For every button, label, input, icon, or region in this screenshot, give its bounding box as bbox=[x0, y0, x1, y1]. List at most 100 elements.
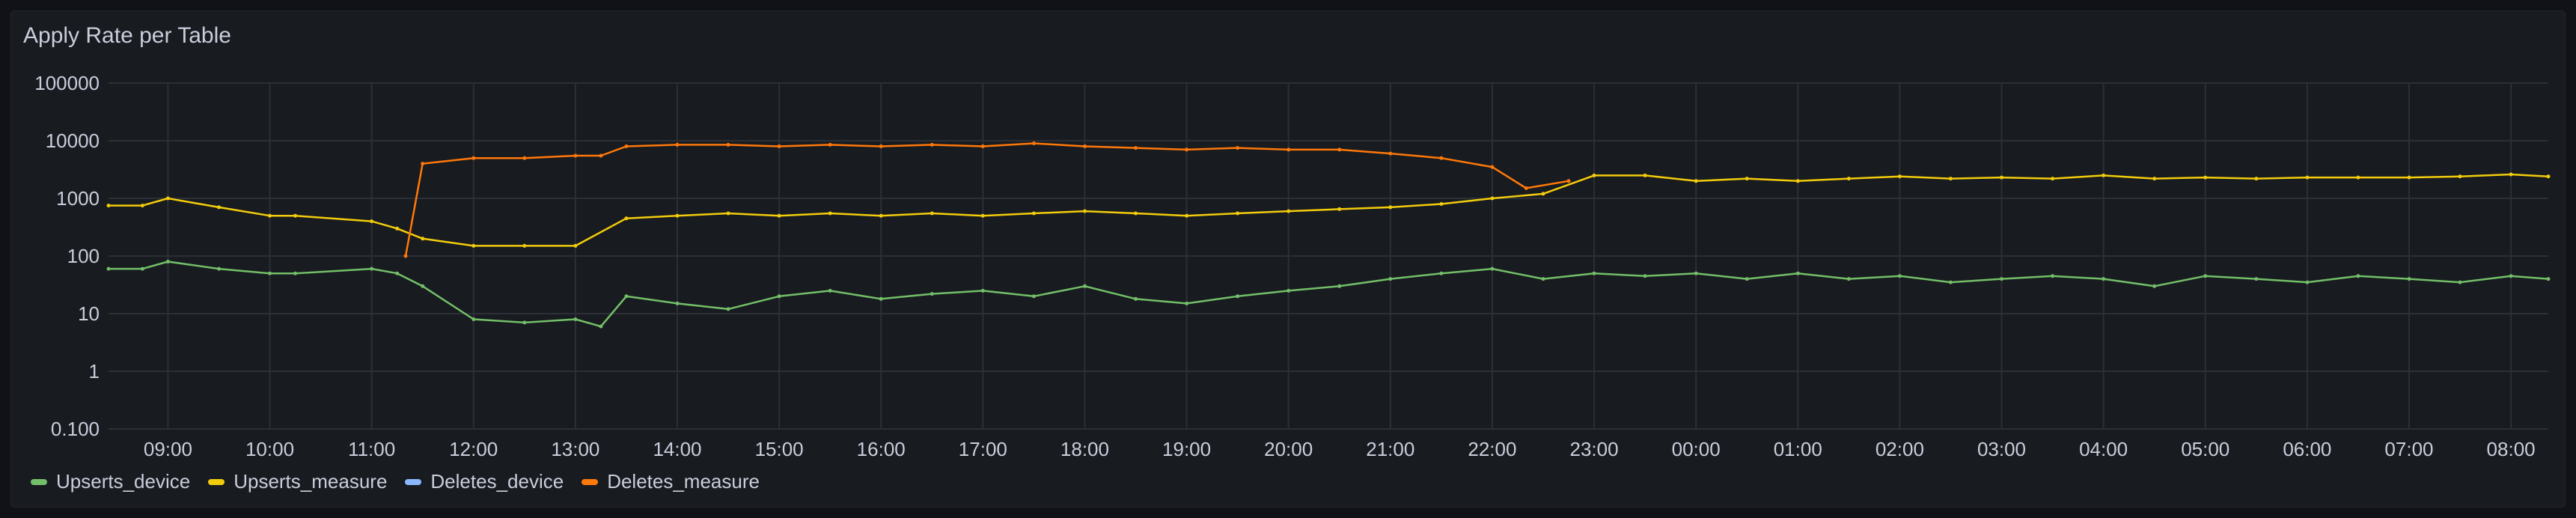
data-point bbox=[370, 219, 374, 224]
data-point bbox=[2102, 173, 2106, 177]
data-point bbox=[599, 324, 603, 329]
data-point bbox=[599, 153, 603, 158]
legend-label: Deletes_measure bbox=[607, 470, 760, 493]
data-point bbox=[726, 307, 730, 311]
data-point bbox=[1031, 141, 1036, 145]
data-point bbox=[421, 237, 425, 241]
data-point bbox=[1948, 177, 1953, 181]
data-point bbox=[1134, 211, 1138, 216]
series-line-deletes-measure bbox=[404, 142, 1569, 257]
data-point bbox=[268, 213, 272, 218]
data-point bbox=[1134, 146, 1138, 150]
data-point bbox=[370, 266, 374, 271]
data-point bbox=[828, 142, 832, 147]
data-point bbox=[165, 196, 170, 201]
legend-label: Upserts_device bbox=[56, 470, 191, 493]
data-point bbox=[2152, 177, 2157, 181]
data-point bbox=[2509, 274, 2513, 278]
data-point bbox=[2254, 177, 2259, 181]
x-tick-label: 07:00 bbox=[2384, 438, 2433, 460]
data-point bbox=[1236, 211, 1240, 216]
legend-item-deletes-device[interactable]: Deletes_device bbox=[405, 470, 564, 493]
data-point bbox=[2254, 277, 2259, 281]
data-point bbox=[1031, 294, 1036, 299]
y-tick-label: 1 bbox=[89, 360, 100, 383]
data-point bbox=[1541, 192, 1545, 196]
data-point bbox=[980, 144, 985, 148]
data-point bbox=[1439, 202, 1444, 206]
data-point bbox=[1439, 271, 1444, 275]
data-point bbox=[1694, 179, 1698, 183]
legend-item-upserts-device[interactable]: Upserts_device bbox=[31, 470, 190, 493]
data-point bbox=[1134, 296, 1138, 301]
data-point bbox=[624, 216, 629, 221]
legend-item-upserts-measure[interactable]: Upserts_measure bbox=[208, 470, 387, 493]
data-point bbox=[573, 243, 578, 248]
data-point bbox=[1083, 209, 1087, 213]
data-point bbox=[1745, 177, 1749, 181]
data-point bbox=[1948, 280, 1953, 284]
data-point bbox=[1541, 277, 1545, 281]
data-point bbox=[2407, 175, 2411, 180]
data-point bbox=[165, 260, 170, 263]
data-point bbox=[1592, 271, 1596, 275]
y-tick-label: 0.100 bbox=[51, 418, 100, 440]
x-tick-label: 22:00 bbox=[1468, 438, 1516, 460]
data-point bbox=[1236, 146, 1240, 150]
data-point bbox=[980, 288, 985, 293]
data-point bbox=[1846, 177, 1851, 181]
x-tick-label: 15:00 bbox=[755, 438, 804, 460]
data-point bbox=[930, 211, 934, 216]
data-point bbox=[879, 213, 883, 218]
data-point bbox=[522, 320, 527, 325]
data-point bbox=[930, 292, 934, 296]
data-point bbox=[573, 317, 578, 321]
data-point bbox=[1287, 288, 1291, 293]
y-tick-label: 100 bbox=[67, 245, 100, 267]
x-tick-label: 18:00 bbox=[1060, 438, 1109, 460]
data-point bbox=[777, 213, 781, 218]
data-point bbox=[1490, 165, 1495, 169]
data-point bbox=[1795, 271, 1800, 275]
x-tick-label: 21:00 bbox=[1366, 438, 1414, 460]
x-tick-label: 01:00 bbox=[1774, 438, 1822, 460]
x-tick-label: 03:00 bbox=[1977, 438, 2026, 460]
data-point bbox=[1337, 147, 1342, 152]
data-point bbox=[879, 144, 883, 148]
data-point bbox=[2458, 280, 2462, 284]
data-point bbox=[1236, 294, 1240, 299]
data-point bbox=[1566, 179, 1571, 183]
data-point bbox=[2203, 274, 2208, 278]
data-point bbox=[2203, 175, 2208, 180]
data-point bbox=[726, 211, 730, 216]
data-point bbox=[106, 266, 111, 271]
data-point bbox=[726, 142, 730, 147]
x-tick-label: 14:00 bbox=[653, 438, 701, 460]
data-point bbox=[828, 211, 832, 216]
data-point bbox=[217, 205, 221, 210]
data-point bbox=[1524, 186, 1528, 190]
x-tick-label: 04:00 bbox=[2079, 438, 2128, 460]
data-point bbox=[1388, 151, 1393, 156]
data-point bbox=[1388, 205, 1393, 210]
data-point bbox=[2356, 274, 2360, 278]
data-point bbox=[1287, 209, 1291, 213]
data-point bbox=[1643, 173, 1647, 177]
legend-item-deletes-measure[interactable]: Deletes_measure bbox=[582, 470, 760, 493]
x-tick-label: 05:00 bbox=[2181, 438, 2229, 460]
data-point bbox=[2305, 175, 2310, 180]
data-point bbox=[777, 144, 781, 148]
data-point bbox=[421, 284, 425, 288]
x-tick-label: 06:00 bbox=[2283, 438, 2331, 460]
data-point bbox=[777, 294, 781, 299]
y-tick-label: 100000 bbox=[34, 72, 100, 94]
data-point bbox=[2102, 277, 2106, 281]
data-point bbox=[293, 213, 297, 218]
data-point bbox=[675, 142, 680, 147]
data-point bbox=[879, 296, 883, 301]
data-point bbox=[1083, 284, 1087, 288]
x-tick-label: 23:00 bbox=[1569, 438, 1618, 460]
data-point bbox=[1490, 196, 1495, 201]
data-point bbox=[1388, 277, 1393, 281]
data-point bbox=[1031, 211, 1036, 216]
